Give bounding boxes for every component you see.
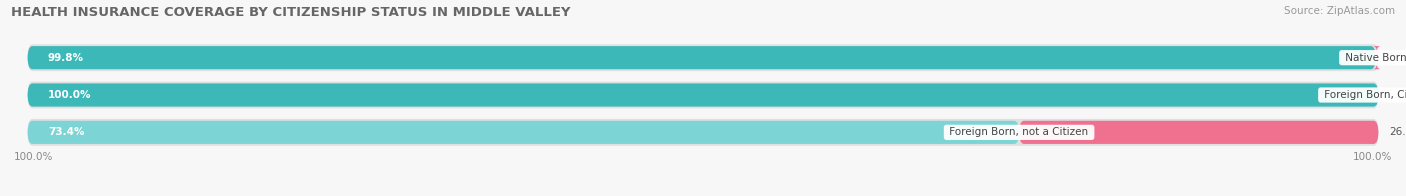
FancyBboxPatch shape bbox=[28, 46, 1375, 69]
Text: 99.8%: 99.8% bbox=[48, 53, 84, 63]
Text: 26.6%: 26.6% bbox=[1389, 127, 1406, 137]
FancyBboxPatch shape bbox=[28, 82, 1378, 108]
FancyBboxPatch shape bbox=[28, 121, 1019, 144]
Text: Foreign Born, not a Citizen: Foreign Born, not a Citizen bbox=[946, 127, 1092, 137]
Text: 100.0%: 100.0% bbox=[1353, 152, 1392, 162]
FancyBboxPatch shape bbox=[28, 119, 1378, 146]
Text: 73.4%: 73.4% bbox=[48, 127, 84, 137]
FancyBboxPatch shape bbox=[1019, 121, 1378, 144]
FancyBboxPatch shape bbox=[1374, 46, 1381, 69]
FancyBboxPatch shape bbox=[28, 83, 1378, 107]
Text: Source: ZipAtlas.com: Source: ZipAtlas.com bbox=[1284, 6, 1395, 16]
FancyBboxPatch shape bbox=[28, 44, 1378, 71]
Text: Foreign Born, Citizen: Foreign Born, Citizen bbox=[1320, 90, 1406, 100]
Text: 100.0%: 100.0% bbox=[14, 152, 53, 162]
Text: 100.0%: 100.0% bbox=[48, 90, 91, 100]
Text: 0.16%: 0.16% bbox=[1389, 53, 1406, 63]
Text: HEALTH INSURANCE COVERAGE BY CITIZENSHIP STATUS IN MIDDLE VALLEY: HEALTH INSURANCE COVERAGE BY CITIZENSHIP… bbox=[11, 6, 571, 19]
Text: Native Born: Native Born bbox=[1341, 53, 1406, 63]
